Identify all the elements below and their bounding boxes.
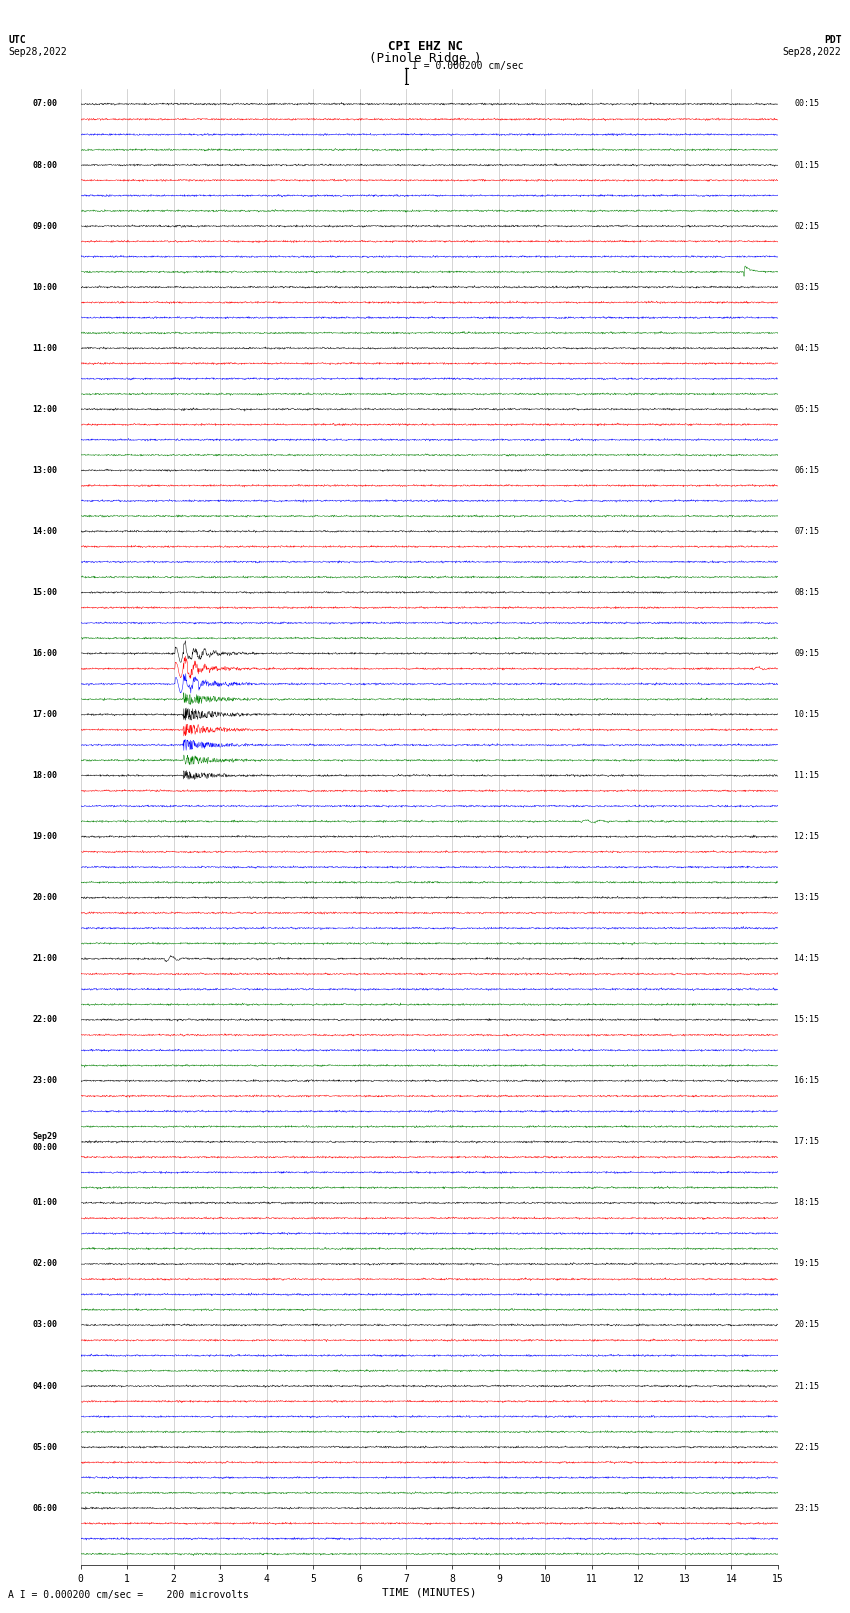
Text: 04:00: 04:00 xyxy=(32,1382,58,1390)
Text: 20:00: 20:00 xyxy=(32,894,58,902)
Text: 12:15: 12:15 xyxy=(794,832,819,840)
Text: 22:00: 22:00 xyxy=(32,1015,58,1024)
Text: 21:15: 21:15 xyxy=(794,1382,819,1390)
Text: 10:15: 10:15 xyxy=(794,710,819,719)
Text: 02:00: 02:00 xyxy=(32,1260,58,1268)
Text: 08:00: 08:00 xyxy=(32,161,58,169)
Text: 09:15: 09:15 xyxy=(794,648,819,658)
Text: 09:00: 09:00 xyxy=(32,221,58,231)
Text: 06:00: 06:00 xyxy=(32,1503,58,1513)
Text: 16:00: 16:00 xyxy=(32,648,58,658)
Text: 18:00: 18:00 xyxy=(32,771,58,781)
Text: 23:00: 23:00 xyxy=(32,1076,58,1086)
Text: 11:15: 11:15 xyxy=(794,771,819,781)
Text: 17:00: 17:00 xyxy=(32,710,58,719)
Text: 01:00: 01:00 xyxy=(32,1198,58,1208)
Text: 05:00: 05:00 xyxy=(32,1442,58,1452)
Text: 04:15: 04:15 xyxy=(794,344,819,353)
Text: 02:15: 02:15 xyxy=(794,221,819,231)
Text: 18:15: 18:15 xyxy=(794,1198,819,1208)
Text: 07:00: 07:00 xyxy=(32,100,58,108)
Text: 14:00: 14:00 xyxy=(32,527,58,536)
Text: 08:15: 08:15 xyxy=(794,587,819,597)
Text: 07:15: 07:15 xyxy=(794,527,819,536)
Text: Sep29
00:00: Sep29 00:00 xyxy=(32,1132,58,1152)
Text: PDT: PDT xyxy=(824,35,842,45)
Text: UTC: UTC xyxy=(8,35,26,45)
Text: 19:00: 19:00 xyxy=(32,832,58,840)
Text: 01:15: 01:15 xyxy=(794,161,819,169)
Text: 03:15: 03:15 xyxy=(794,282,819,292)
Text: 22:15: 22:15 xyxy=(794,1442,819,1452)
Text: 10:00: 10:00 xyxy=(32,282,58,292)
Text: Sep28,2022: Sep28,2022 xyxy=(8,47,67,56)
Text: 05:15: 05:15 xyxy=(794,405,819,413)
X-axis label: TIME (MINUTES): TIME (MINUTES) xyxy=(382,1587,477,1598)
Text: A I = 0.000200 cm/sec =    200 microvolts: A I = 0.000200 cm/sec = 200 microvolts xyxy=(8,1590,249,1600)
Text: I = 0.000200 cm/sec: I = 0.000200 cm/sec xyxy=(412,61,524,71)
Text: 21:00: 21:00 xyxy=(32,955,58,963)
Text: 13:00: 13:00 xyxy=(32,466,58,474)
Text: 15:00: 15:00 xyxy=(32,587,58,597)
Text: 14:15: 14:15 xyxy=(794,955,819,963)
Text: 19:15: 19:15 xyxy=(794,1260,819,1268)
Text: 12:00: 12:00 xyxy=(32,405,58,413)
Text: 16:15: 16:15 xyxy=(794,1076,819,1086)
Text: 03:00: 03:00 xyxy=(32,1321,58,1329)
Text: (Pinole Ridge ): (Pinole Ridge ) xyxy=(369,52,481,65)
Text: 23:15: 23:15 xyxy=(794,1503,819,1513)
Text: 20:15: 20:15 xyxy=(794,1321,819,1329)
Text: 00:15: 00:15 xyxy=(794,100,819,108)
Text: 06:15: 06:15 xyxy=(794,466,819,474)
Text: CPI EHZ NC: CPI EHZ NC xyxy=(388,40,462,53)
Text: 11:00: 11:00 xyxy=(32,344,58,353)
Text: 13:15: 13:15 xyxy=(794,894,819,902)
Text: Sep28,2022: Sep28,2022 xyxy=(783,47,842,56)
Text: 15:15: 15:15 xyxy=(794,1015,819,1024)
Text: 17:15: 17:15 xyxy=(794,1137,819,1147)
